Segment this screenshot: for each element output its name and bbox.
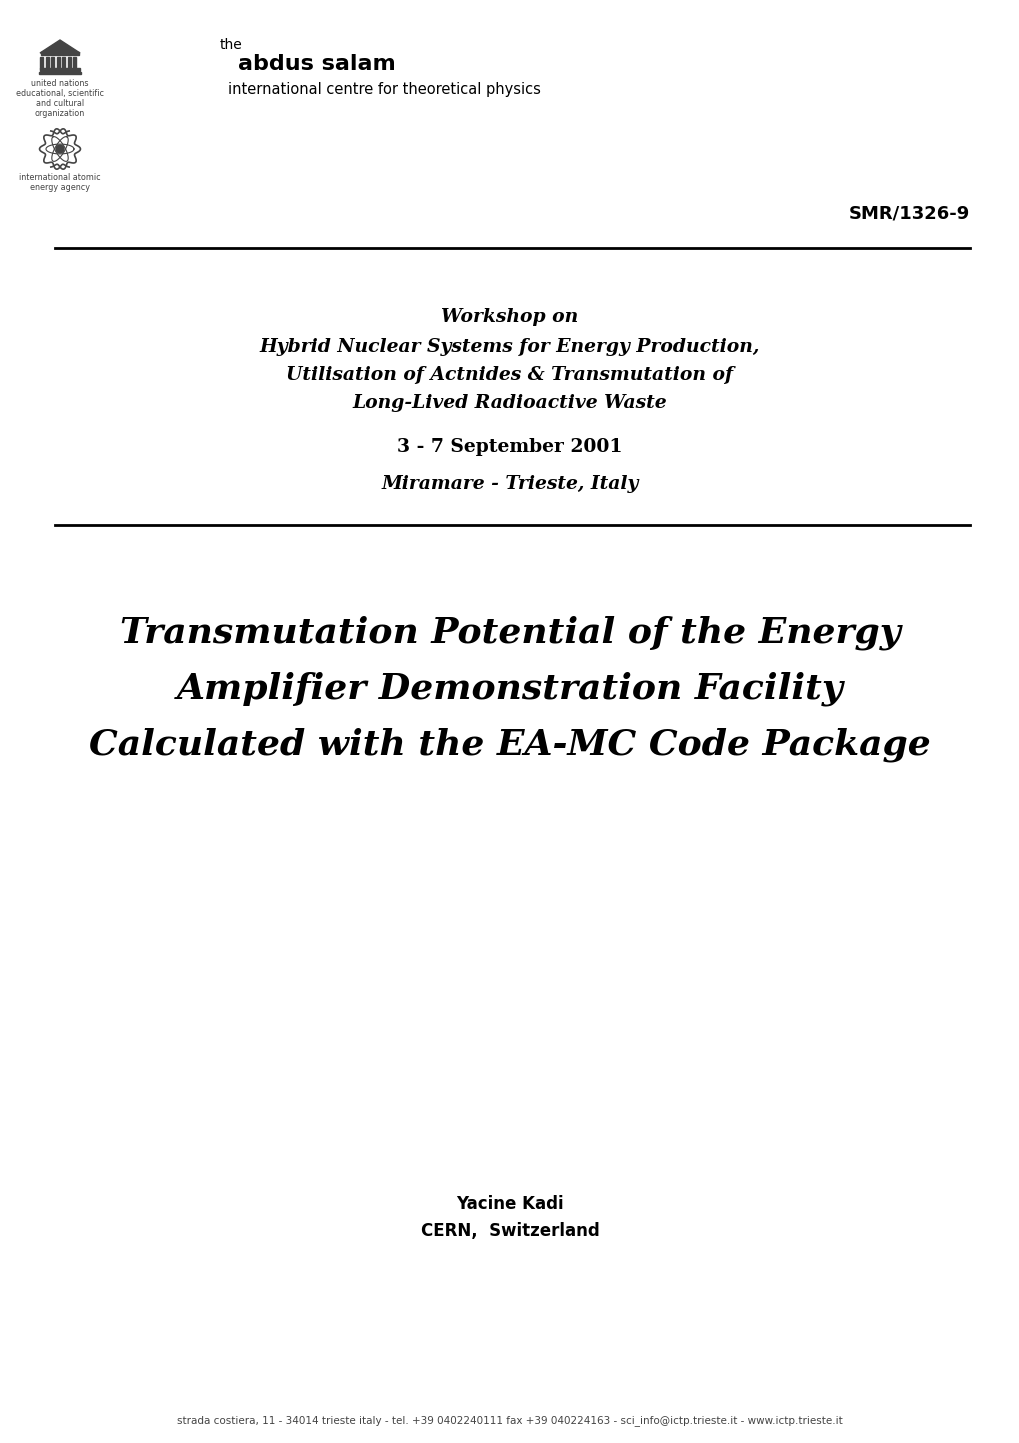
Text: Hybrid Nuclear Systems for Energy Production,: Hybrid Nuclear Systems for Energy Produc… <box>260 338 759 356</box>
Text: international centre for theoretical physics: international centre for theoretical phy… <box>228 82 540 97</box>
Text: Yacine Kadi: Yacine Kadi <box>455 1195 564 1214</box>
Text: Transmutation Potential of the Energy: Transmutation Potential of the Energy <box>119 615 900 649</box>
Bar <box>51 58 54 69</box>
Text: abdus salam: abdus salam <box>237 53 395 74</box>
Text: educational, scientific: educational, scientific <box>16 89 104 98</box>
Bar <box>41 58 44 69</box>
Text: SMR/1326-9: SMR/1326-9 <box>848 205 969 224</box>
Bar <box>46 58 49 69</box>
Text: CERN,  Switzerland: CERN, Switzerland <box>420 1222 599 1240</box>
Bar <box>57 58 60 69</box>
Text: organization: organization <box>35 110 85 118</box>
Text: 3 - 7 September 2001: 3 - 7 September 2001 <box>396 439 623 456</box>
Text: Workshop on: Workshop on <box>441 307 578 326</box>
Bar <box>73 58 76 69</box>
Text: Miramare - Trieste, Italy: Miramare - Trieste, Italy <box>381 475 638 494</box>
Text: united nations: united nations <box>32 79 89 88</box>
Text: Long-Lived Radioactive Waste: Long-Lived Radioactive Waste <box>353 394 666 413</box>
Text: energy agency: energy agency <box>30 183 90 192</box>
Bar <box>62 58 65 69</box>
Bar <box>68 58 71 69</box>
Text: international atomic: international atomic <box>19 173 101 182</box>
Text: strada costiera, 11 - 34014 trieste italy - tel. +39 0402240111 fax +39 04022416: strada costiera, 11 - 34014 trieste ital… <box>177 1416 842 1426</box>
Text: Amplifier Demonstration Facility: Amplifier Demonstration Facility <box>176 672 843 707</box>
Text: the: the <box>220 38 243 52</box>
Text: Calculated with the EA-MC Code Package: Calculated with the EA-MC Code Package <box>89 729 930 762</box>
Polygon shape <box>40 40 79 53</box>
Bar <box>41 52 78 55</box>
Circle shape <box>56 144 64 153</box>
Text: and cultural: and cultural <box>36 100 84 108</box>
Bar <box>39 72 81 74</box>
Text: Utilisation of Actnides & Transmutation of: Utilisation of Actnides & Transmutation … <box>286 367 733 384</box>
Bar <box>40 68 79 71</box>
